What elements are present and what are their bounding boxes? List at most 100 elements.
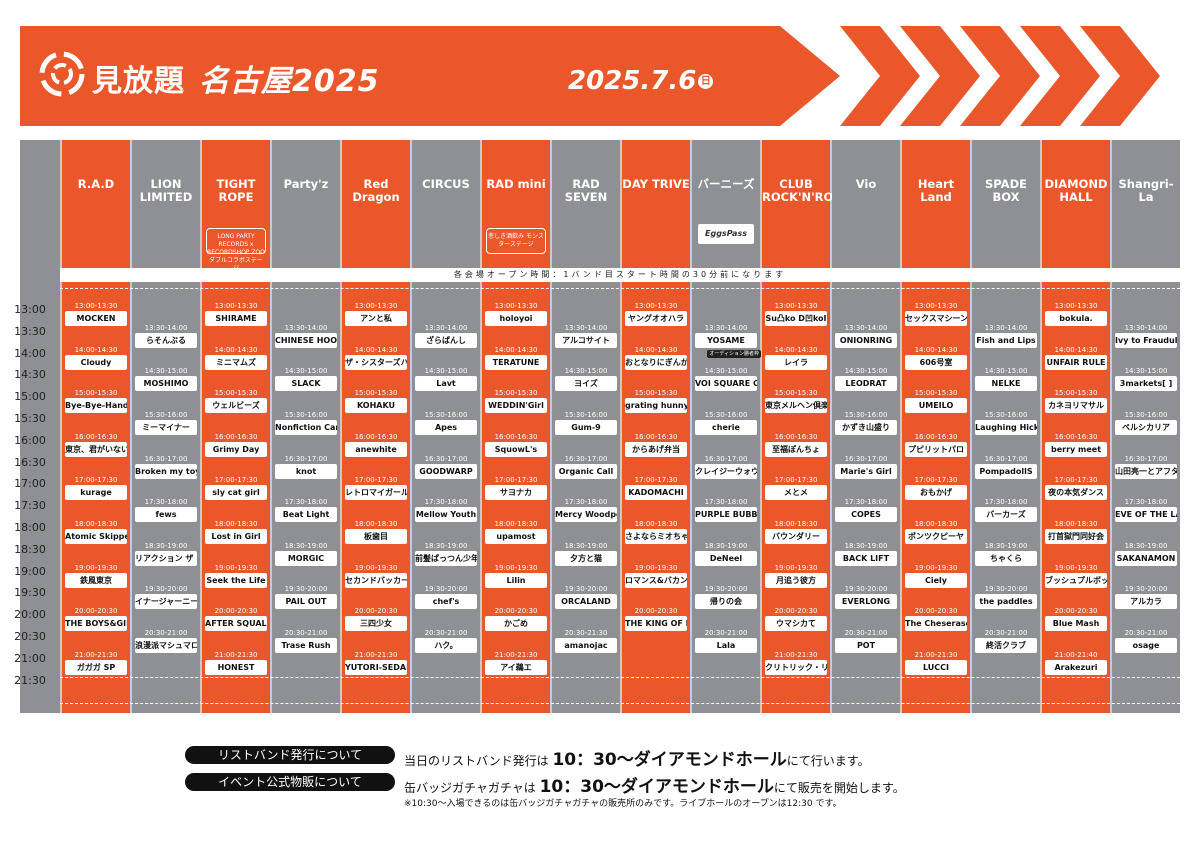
performance-slot[interactable]: 18:00-18:30 upamost — [485, 520, 547, 544]
performance-slot[interactable]: 14:00-14:30 ミニマムズ — [205, 346, 267, 370]
performance-slot[interactable]: 15:30-16:00 Laughing Hick — [975, 411, 1037, 435]
performance-slot[interactable]: 20:00-20:30 かごめ — [485, 607, 547, 632]
performance-slot[interactable]: 16:00-16:30 SquowL's — [485, 433, 547, 457]
performance-slot[interactable]: 14:30-15:00 3markets[ ] — [1115, 367, 1177, 392]
performance-slot[interactable]: 21:00-21:30 YUTORI-SEDAI — [345, 651, 407, 675]
performance-slot[interactable]: 15:00-15:30 grating hunny — [625, 389, 687, 414]
performance-slot[interactable]: 15:30-16:00 cherie — [695, 411, 757, 435]
performance-slot[interactable]: 15:00-15:30 カネヨリマサル — [1045, 389, 1107, 414]
performance-slot[interactable]: 14:00-14:30 Cloudy — [65, 346, 127, 370]
performance-slot[interactable]: 16:30-17:00 PompadollS — [975, 455, 1037, 479]
performance-slot[interactable]: 19:00-19:30 Ciely — [905, 564, 967, 588]
performance-slot[interactable]: 18:00-18:30 Atomic Skipper — [65, 520, 127, 544]
performance-slot[interactable]: 19:00-19:30 鉄風東京 — [65, 564, 127, 588]
performance-slot[interactable]: 19:30-20:00 イナージャーニー — [135, 585, 197, 610]
performance-slot[interactable]: 13:00-13:30 SHIRAME — [205, 302, 267, 326]
performance-slot[interactable]: 13:30-14:00 Fish and Lips — [975, 324, 1037, 348]
performance-slot[interactable]: 13:00-13:30 bokula. — [1045, 302, 1107, 326]
performance-slot[interactable]: 13:00-13:30 アンと私 — [345, 302, 407, 326]
performance-slot[interactable]: 19:30-20:00 帰りの会 — [695, 585, 757, 610]
performance-slot[interactable]: 16:30-17:00 Organic Call — [555, 455, 617, 479]
performance-slot[interactable]: 14:30-15:00 MOSHIMO — [135, 367, 197, 392]
performance-slot[interactable]: 14:30-15:00 NELKE — [975, 367, 1037, 392]
performance-slot[interactable]: 18:00-18:30さよならミオちゃん — [625, 520, 687, 544]
performance-slot[interactable]: 20:00-20:30 Blue Mash — [1045, 607, 1107, 632]
performance-slot[interactable]: 15:30-16:00 Gum-9 — [555, 411, 617, 435]
performance-slot[interactable]: 18:30-19:00 夕方と猫 — [555, 542, 617, 566]
performance-slot[interactable]: 15:30-16:00 Apes — [415, 411, 477, 435]
performance-slot[interactable]: 15:30-16:00 ペルシカリア — [1115, 411, 1177, 435]
performance-slot[interactable]: 15:00-15:30 ウェルビーズ — [205, 389, 267, 414]
performance-slot[interactable]: 15:00-15:30東京メルヘン倶楽部 — [765, 389, 827, 414]
performance-slot[interactable]: 14:30-15:00 LEODRAT — [835, 367, 897, 392]
performance-slot[interactable]: 16:00-16:30 プピリットパロ — [905, 433, 967, 457]
performance-slot[interactable]: 14:00-14:30おとなりにぎんが計画 — [625, 346, 687, 370]
performance-slot[interactable]: 13:30-14:00 YOSAME オーディション勝者枠 — [695, 324, 761, 358]
performance-slot[interactable]: 18:30-19:00 BACK LIFT — [835, 542, 897, 566]
performance-slot[interactable]: 17:00-17:30 サヨナカ — [485, 476, 547, 501]
performance-slot[interactable]: 15:00-15:30 UMEILO — [905, 389, 967, 414]
performance-slot[interactable]: 19:00-19:30 Lilin — [485, 564, 547, 588]
performance-slot[interactable]: 20:00-20:30 AFTER SQUALL — [205, 607, 267, 632]
performance-slot[interactable]: 21:00-21:30 アイ鵜エ — [485, 651, 547, 675]
performance-slot[interactable]: 21:00-21:30 LUCCI — [905, 651, 967, 675]
performance-slot[interactable]: 20:00-20:30 ウマシカて — [765, 607, 827, 632]
performance-slot[interactable]: 18:00-18:30 Lost in Girl — [205, 520, 267, 544]
performance-slot[interactable]: 18:00-18:30 打首獄門同好会 — [1045, 520, 1107, 544]
performance-slot[interactable]: 15:30-16:00 ミーマイナー — [135, 411, 197, 435]
performance-slot[interactable]: 17:00-17:30 kurage — [65, 476, 127, 501]
performance-slot[interactable]: 14:30-15:00 Lavt — [415, 367, 477, 392]
performance-slot[interactable]: 20:30-21:30 amanojac — [555, 629, 617, 653]
performance-slot[interactable]: 20:30-21:00 終活クラブ — [975, 629, 1037, 653]
performance-slot[interactable]: 18:00-18:30 バウンダリー — [765, 520, 827, 544]
performance-slot[interactable]: 18:00-18:30 板歯目 — [345, 520, 407, 544]
performance-slot[interactable]: 20:30-21:00 ハク。 — [415, 629, 477, 653]
performance-slot[interactable]: 18:00-18:30 ポンツクピーヤ — [905, 520, 967, 544]
performance-slot[interactable]: 14:00-14:30 TERATUNE — [485, 346, 547, 370]
performance-slot[interactable]: 16:00-16:30 berry meet — [1045, 433, 1107, 457]
performance-slot[interactable]: 18:30-19:00 前髪ぱっつん少年 — [415, 542, 477, 566]
performance-slot[interactable]: 18:30-19:00 ちゃくら — [975, 542, 1037, 566]
performance-slot[interactable]: 14:00-14:30 606号室 — [905, 346, 967, 370]
performance-slot[interactable]: 17:30-18:00 COPES — [835, 498, 897, 523]
performance-slot[interactable]: 17:00-17:30 sly cat girl — [205, 476, 267, 501]
performance-slot[interactable]: 18:30-19:00 DeNeel — [695, 542, 757, 566]
performance-slot[interactable]: 17:00-17:30 おもかげ — [905, 476, 967, 501]
performance-slot[interactable]: 13:00-13:30 Su凸ko D凹koI — [765, 302, 827, 326]
performance-slot[interactable]: 19:00-19:30 セカンドバッカー — [345, 564, 407, 588]
performance-slot[interactable]: 16:00-16:30 Grimy Day — [205, 433, 267, 457]
performance-slot[interactable]: 17:30-18:00 バーカーズ — [975, 498, 1037, 523]
performance-slot[interactable]: 18:30-19:00 MORGIC — [275, 542, 337, 566]
performance-slot[interactable]: 14:00-14:30 UNFAIR RULE — [1045, 346, 1107, 370]
performance-slot[interactable]: 13:30-14:00 ONIONRING — [835, 324, 897, 348]
performance-slot[interactable]: 14:00-14:30ザ・シスターズハイ — [345, 346, 407, 370]
performance-slot[interactable]: 17:30-18:00 Beat Light — [275, 498, 337, 523]
performance-slot[interactable]: 17:30-18:00 fews — [135, 498, 197, 523]
performance-slot[interactable]: 19:00-19:30ブッシュプルボット — [1045, 564, 1107, 588]
performance-slot[interactable]: 19:30-20:00 ORCALAND — [555, 585, 617, 610]
performance-slot[interactable]: 14:30-15:00 SLACK — [275, 367, 337, 392]
performance-slot[interactable]: 19:00-19:30 Seek the Life — [205, 564, 267, 588]
performance-slot[interactable]: 14:30-15:00 ヨイズ — [555, 367, 617, 392]
performance-slot[interactable]: 13:00-13:30 MOCKEN — [65, 302, 127, 326]
performance-slot[interactable]: 20:30-21:00 osage — [1115, 629, 1177, 653]
performance-slot[interactable]: 16:30-17:00 GOODWARP — [415, 455, 477, 479]
performance-slot[interactable]: 14:00-14:30 レイラ — [765, 346, 827, 370]
